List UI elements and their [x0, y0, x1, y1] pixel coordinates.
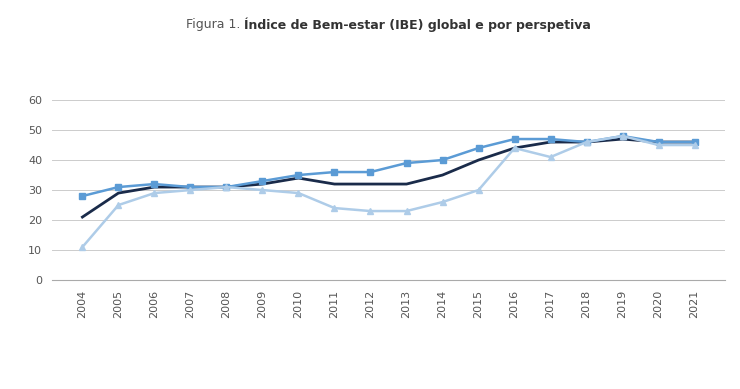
- Text: Índice de Bem-estar (IBE) global e por perspetiva: Índice de Bem-estar (IBE) global e por p…: [244, 18, 591, 32]
- Text: Figura 1.: Figura 1.: [186, 18, 244, 30]
